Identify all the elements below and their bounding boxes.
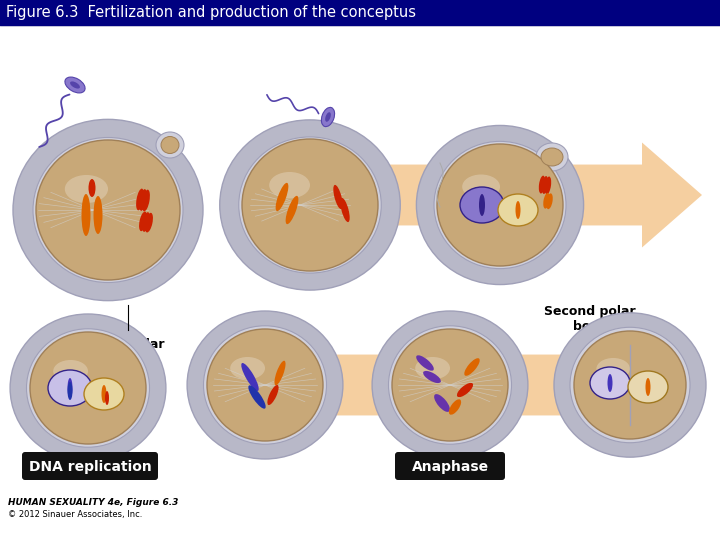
Ellipse shape — [276, 183, 288, 211]
Ellipse shape — [161, 137, 179, 153]
Ellipse shape — [498, 194, 538, 226]
Ellipse shape — [70, 82, 80, 89]
Ellipse shape — [68, 382, 73, 400]
Ellipse shape — [242, 139, 378, 271]
Ellipse shape — [48, 370, 92, 406]
Text: Anaphase: Anaphase — [411, 460, 489, 474]
Ellipse shape — [13, 119, 203, 301]
Ellipse shape — [423, 371, 441, 383]
Ellipse shape — [392, 329, 508, 441]
FancyBboxPatch shape — [22, 452, 158, 480]
Ellipse shape — [241, 363, 258, 391]
Ellipse shape — [536, 143, 568, 171]
Text: Second polar
body: Second polar body — [544, 305, 636, 333]
Ellipse shape — [628, 371, 668, 403]
Ellipse shape — [372, 311, 528, 459]
Ellipse shape — [570, 327, 690, 443]
Ellipse shape — [434, 141, 566, 268]
Ellipse shape — [415, 357, 450, 380]
Ellipse shape — [541, 148, 563, 166]
Ellipse shape — [65, 175, 108, 203]
Text: DNA replication: DNA replication — [29, 460, 151, 474]
Ellipse shape — [23, 151, 193, 298]
Ellipse shape — [27, 329, 150, 447]
Ellipse shape — [546, 193, 553, 209]
Ellipse shape — [274, 361, 286, 385]
Ellipse shape — [18, 340, 158, 460]
Ellipse shape — [10, 314, 166, 462]
Ellipse shape — [457, 383, 473, 397]
Ellipse shape — [84, 378, 124, 410]
Text: © 2012 Sinauer Associates, Inc.: © 2012 Sinauer Associates, Inc. — [8, 510, 143, 519]
Ellipse shape — [102, 385, 107, 403]
Ellipse shape — [187, 311, 343, 459]
Ellipse shape — [464, 358, 480, 376]
Ellipse shape — [321, 107, 335, 126]
Ellipse shape — [142, 212, 150, 232]
Ellipse shape — [544, 193, 550, 208]
Ellipse shape — [541, 176, 548, 194]
Ellipse shape — [608, 374, 613, 392]
Ellipse shape — [81, 194, 91, 236]
Ellipse shape — [462, 174, 500, 199]
Ellipse shape — [204, 326, 326, 444]
Ellipse shape — [516, 201, 521, 219]
Text: HUMAN SEXUALITY 4e, Figure 6.3: HUMAN SEXUALITY 4e, Figure 6.3 — [8, 498, 179, 507]
Ellipse shape — [416, 125, 584, 285]
Ellipse shape — [437, 144, 563, 266]
Ellipse shape — [207, 329, 323, 441]
Ellipse shape — [479, 194, 485, 216]
FancyArrow shape — [235, 333, 702, 437]
Ellipse shape — [65, 77, 85, 93]
Ellipse shape — [574, 331, 686, 439]
Ellipse shape — [230, 357, 265, 380]
Ellipse shape — [229, 150, 391, 288]
Ellipse shape — [426, 153, 575, 282]
Ellipse shape — [195, 337, 335, 457]
Ellipse shape — [220, 120, 400, 290]
Ellipse shape — [333, 185, 343, 209]
Ellipse shape — [554, 313, 706, 457]
Ellipse shape — [460, 187, 504, 223]
Ellipse shape — [325, 112, 330, 122]
Text: First polar
body: First polar body — [91, 338, 164, 366]
Ellipse shape — [434, 394, 450, 412]
Text: Figure 6.3  Fertilization and production of the conceptus: Figure 6.3 Fertilization and production … — [6, 5, 416, 21]
Ellipse shape — [416, 355, 434, 370]
Bar — [0, 0, 720, 26]
Ellipse shape — [139, 189, 147, 211]
Ellipse shape — [248, 386, 266, 409]
Ellipse shape — [53, 360, 88, 382]
Ellipse shape — [89, 179, 96, 197]
FancyBboxPatch shape — [395, 452, 505, 480]
Ellipse shape — [590, 367, 630, 399]
Ellipse shape — [596, 358, 630, 380]
Ellipse shape — [156, 132, 184, 158]
Ellipse shape — [36, 140, 180, 280]
Ellipse shape — [646, 378, 650, 396]
Ellipse shape — [30, 332, 146, 444]
Ellipse shape — [389, 326, 511, 444]
Ellipse shape — [139, 212, 147, 231]
Ellipse shape — [539, 176, 545, 193]
Ellipse shape — [267, 385, 279, 405]
Ellipse shape — [545, 177, 552, 194]
Ellipse shape — [142, 190, 150, 211]
FancyArrow shape — [235, 143, 702, 247]
Ellipse shape — [33, 138, 183, 282]
Ellipse shape — [341, 198, 350, 222]
Ellipse shape — [286, 196, 298, 224]
Ellipse shape — [136, 188, 144, 210]
Ellipse shape — [269, 172, 310, 198]
Ellipse shape — [68, 378, 73, 398]
Ellipse shape — [239, 137, 382, 273]
Ellipse shape — [380, 337, 520, 457]
Ellipse shape — [449, 399, 461, 415]
Ellipse shape — [94, 196, 102, 234]
Ellipse shape — [145, 213, 153, 232]
Ellipse shape — [562, 338, 698, 455]
Ellipse shape — [105, 391, 109, 405]
